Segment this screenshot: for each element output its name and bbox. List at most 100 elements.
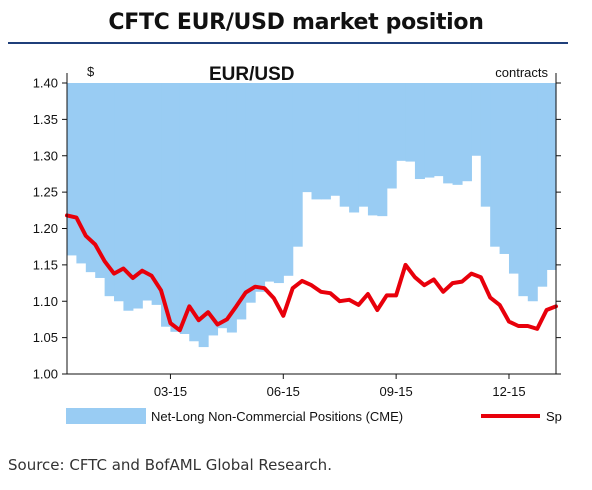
spot-point xyxy=(160,289,162,292)
spot-point xyxy=(244,291,247,294)
spot-point xyxy=(291,287,294,290)
position-bar xyxy=(76,83,87,264)
spot-point xyxy=(470,272,473,275)
spot-point xyxy=(329,292,332,295)
position-bar xyxy=(480,83,491,207)
position-bar xyxy=(161,83,172,327)
spot-point xyxy=(122,267,125,270)
y-tick-label: 1.10 xyxy=(33,294,58,309)
position-bar xyxy=(461,83,472,182)
position-bar xyxy=(302,83,313,193)
x-tick-label: 09-15 xyxy=(380,384,413,399)
position-bar xyxy=(320,83,331,200)
spot-point xyxy=(404,264,407,266)
title-divider xyxy=(8,42,568,44)
spot-point xyxy=(132,277,134,279)
y-tick-label: 1.35 xyxy=(33,112,58,127)
inner-chart-title: EUR/USD xyxy=(209,64,295,85)
right-unit-label: contracts xyxy=(495,65,548,80)
position-bar xyxy=(255,83,266,292)
spot-point xyxy=(310,284,313,287)
position-bar xyxy=(208,83,219,336)
y-tick-label: 1.25 xyxy=(33,185,58,200)
spot-point xyxy=(338,300,341,303)
source-note: Source: CFTC and BofAML Global Research. xyxy=(8,456,332,474)
position-bar xyxy=(546,83,557,270)
position-bar xyxy=(273,83,284,284)
y-tick-label: 1.40 xyxy=(33,76,58,91)
position-bar xyxy=(386,83,397,189)
spot-point xyxy=(348,299,350,301)
spot-point xyxy=(395,294,397,297)
position-bar xyxy=(245,83,256,303)
position-bar xyxy=(490,83,501,247)
position-bar xyxy=(349,83,360,213)
spot-point xyxy=(376,309,379,311)
position-bar xyxy=(264,83,275,282)
position-bar xyxy=(132,83,143,309)
position-bar xyxy=(499,83,510,254)
position-bar xyxy=(367,83,378,216)
position-bar xyxy=(443,83,454,184)
x-tick-label: 12-15 xyxy=(492,384,525,399)
position-bar xyxy=(433,83,444,177)
spot-point xyxy=(498,304,501,306)
position-bar xyxy=(142,83,153,301)
spot-point xyxy=(235,305,238,308)
spot-point xyxy=(414,276,416,279)
spot-point xyxy=(197,319,200,322)
position-bar xyxy=(330,83,341,196)
legend-area-label: Net-Long Non-Commercial Positions (CME) xyxy=(151,409,403,424)
position-bar xyxy=(151,83,162,305)
chart-title: CFTC EUR/USD market position xyxy=(108,10,484,35)
position-bar xyxy=(508,83,519,274)
position-bar xyxy=(198,83,209,348)
spot-point xyxy=(85,235,87,237)
spot-point xyxy=(282,315,285,317)
spot-point xyxy=(226,318,228,321)
spot-point xyxy=(508,320,510,323)
position-bar xyxy=(424,83,435,178)
y-tick-label: 1.05 xyxy=(33,330,58,345)
spot-point xyxy=(451,282,454,284)
spot-point xyxy=(169,322,172,324)
spot-point xyxy=(75,216,78,219)
position-bar xyxy=(236,83,247,320)
spot-point xyxy=(433,278,435,281)
spot-point xyxy=(423,284,426,287)
spot-point xyxy=(527,325,529,327)
position-bar xyxy=(114,83,125,302)
spot-point xyxy=(263,287,266,290)
position-bar xyxy=(311,83,322,200)
position-bar xyxy=(217,83,228,329)
spot-point xyxy=(461,280,463,283)
spot-point xyxy=(94,243,96,246)
spot-point xyxy=(179,329,181,332)
left-unit-label: $ xyxy=(87,64,95,79)
position-bar xyxy=(283,83,294,276)
spot-point xyxy=(536,328,538,330)
y-tick-label: 1.20 xyxy=(33,221,58,236)
position-bar xyxy=(104,83,115,297)
spot-point xyxy=(442,291,445,293)
position-bar xyxy=(170,83,181,332)
position-bar xyxy=(67,83,77,256)
spot-point xyxy=(141,269,143,272)
position-bar xyxy=(537,83,548,287)
spot-point xyxy=(480,276,482,279)
position-bar xyxy=(123,83,134,311)
spot-point xyxy=(188,305,191,308)
spot-point xyxy=(320,291,322,293)
spot-point xyxy=(367,293,369,295)
spot-point xyxy=(517,325,520,327)
spot-point xyxy=(357,304,360,306)
position-bar xyxy=(292,83,303,247)
position-bar xyxy=(95,83,106,278)
spot-point xyxy=(103,260,106,263)
position-bar xyxy=(339,83,350,207)
position-bar xyxy=(358,83,369,207)
spot-point xyxy=(489,296,492,299)
position-bar xyxy=(85,83,96,273)
position-bar xyxy=(414,83,425,180)
spot-point xyxy=(273,297,275,300)
